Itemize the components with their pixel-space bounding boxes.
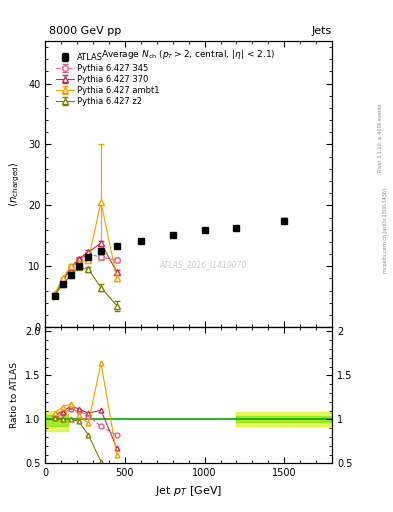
- Text: 8000 GeV pp: 8000 GeV pp: [49, 26, 121, 36]
- Text: Average $N_{\mathregular{ch}}$ ($p_T$$>$2, central, $|\eta|$ < 2.1): Average $N_{\mathregular{ch}}$ ($p_T$$>$…: [101, 48, 276, 61]
- Text: mcplots.cern.ch [arXiv:1306.3436]: mcplots.cern.ch [arXiv:1306.3436]: [383, 188, 387, 273]
- X-axis label: Jet $p_{T}$ [GeV]: Jet $p_{T}$ [GeV]: [155, 484, 222, 498]
- Y-axis label: Ratio to ATLAS: Ratio to ATLAS: [10, 362, 19, 428]
- Text: ATLAS_2016_I1419070: ATLAS_2016_I1419070: [159, 260, 247, 269]
- Legend: ATLAS, Pythia 6.427 345, Pythia 6.427 370, Pythia 6.427 ambt1, Pythia 6.427 z2: ATLAS, Pythia 6.427 345, Pythia 6.427 37…: [52, 50, 163, 110]
- Text: Rivet 3.1.10, ≥ 400k events: Rivet 3.1.10, ≥ 400k events: [378, 104, 383, 173]
- Y-axis label: $\langle n_{\rm charged}\rangle$: $\langle n_{\rm charged}\rangle$: [8, 161, 22, 207]
- Text: Jets: Jets: [312, 26, 332, 36]
